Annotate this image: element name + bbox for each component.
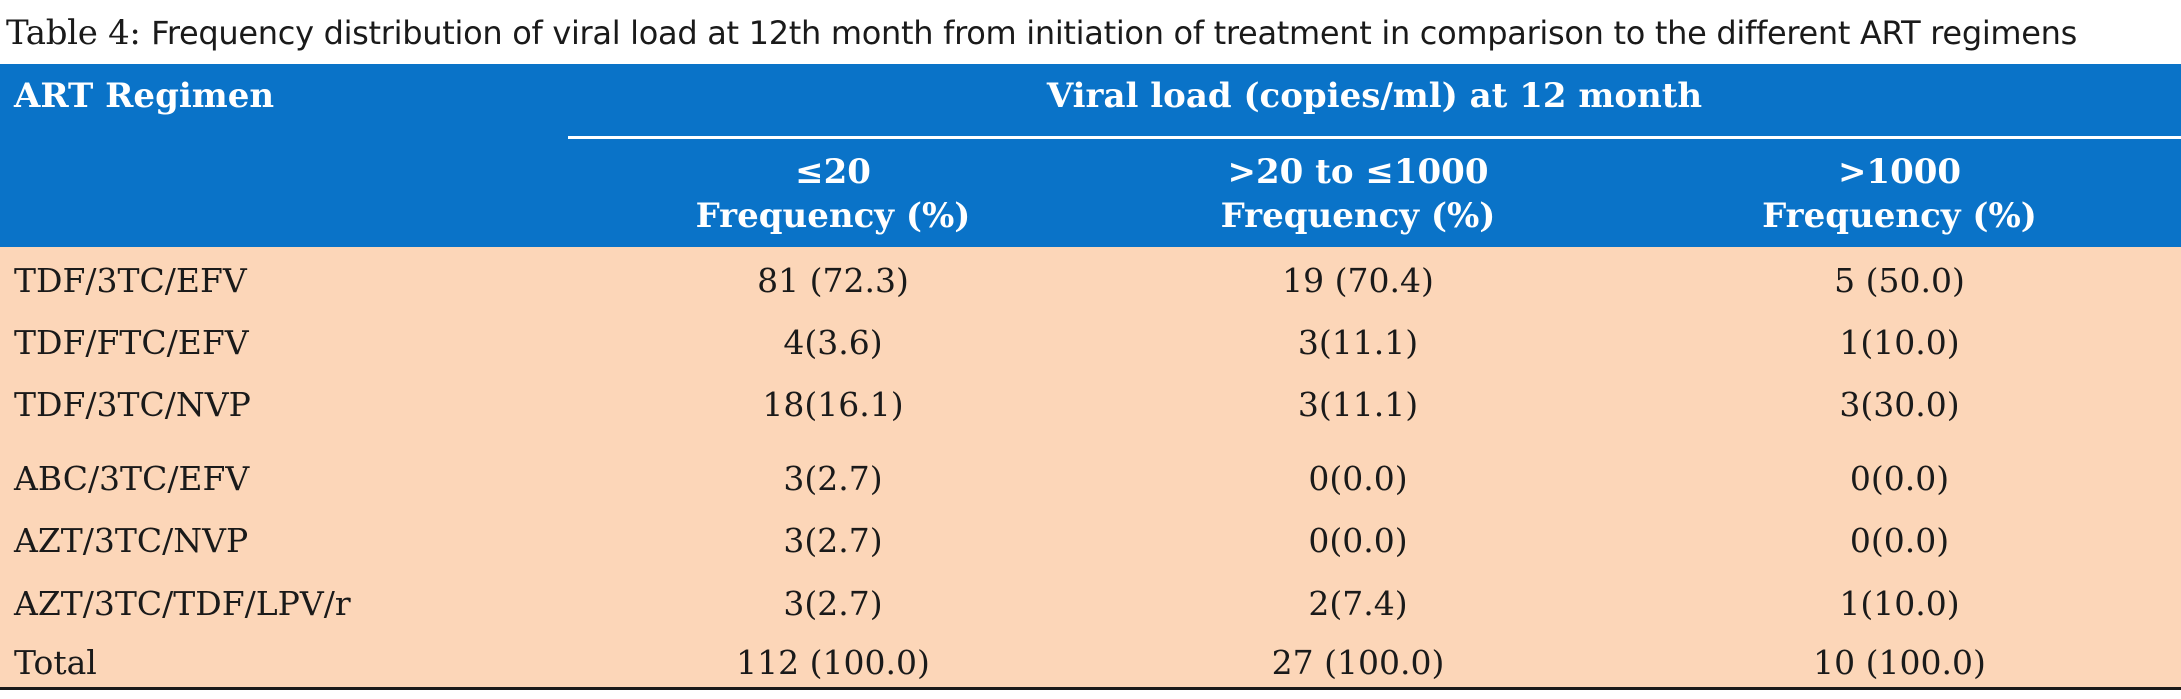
table-row: ABC/3TC/EFV 3(2.7) 0(0.0) 0(0.0) <box>0 449 2181 509</box>
value-cell: 2(7.4) <box>1308 584 1408 623</box>
table-row: AZT/3TC/TDF/LPV/r 3(2.7) 2(7.4) 1(10.0) <box>0 574 2181 634</box>
caption-text: Frequency distribution of viral load at … <box>151 14 2078 52</box>
column-range: >1000 <box>1837 152 1962 192</box>
value-cell: 0(0.0) <box>1849 521 1950 560</box>
regimen-cell: TDF/3TC/NVP <box>14 385 251 424</box>
value-cell: 3(2.7) <box>783 459 883 498</box>
column-header-2: >20 to ≤1000 Frequency (%) <box>1098 150 1618 238</box>
value-cell: 0(0.0) <box>1308 521 1408 560</box>
frequency-table: ART Regimen Viral load (copies/ml) at 12… <box>0 64 2181 687</box>
value-cell: 3(11.1) <box>1297 385 1419 424</box>
value-cell: 19 (70.4) <box>1282 261 1434 300</box>
caption-label: Table 4: <box>6 13 141 53</box>
table-bottom-rule <box>0 687 2181 690</box>
value-cell: 3(30.0) <box>1839 385 1960 424</box>
regimen-cell: AZT/3TC/NVP <box>14 521 249 560</box>
column-label: Frequency (%) <box>695 196 971 236</box>
table-row: TDF/3TC/NVP 18(16.1) 3(11.1) 3(30.0) <box>0 375 2181 435</box>
group-header-cell: Viral load (copies/ml) at 12 month <box>1046 76 1703 116</box>
value-cell: 3(2.7) <box>783 521 883 560</box>
column-range: >20 to ≤1000 <box>1227 152 1489 192</box>
value-cell: 3(11.1) <box>1297 323 1419 362</box>
value-cell: 5 (50.0) <box>1834 261 1965 300</box>
value-cell: 0(0.0) <box>1849 459 1950 498</box>
table-caption: Table 4: Frequency distribution of viral… <box>6 8 2176 60</box>
column-label: Frequency (%) <box>1762 196 2037 236</box>
value-cell: 27 (100.0) <box>1271 643 1445 682</box>
table-body: TDF/3TC/EFV 81 (72.3) 19 (70.4) 5 (50.0)… <box>0 247 2181 687</box>
value-cell: 81 (72.3) <box>757 261 909 300</box>
column-header-1: ≤20 Frequency (%) <box>568 150 1098 238</box>
value-cell: 10 (100.0) <box>1813 643 1986 682</box>
table-row: TDF/3TC/EFV 81 (72.3) 19 (70.4) 5 (50.0) <box>0 251 2181 311</box>
value-cell: 4(3.6) <box>783 323 883 362</box>
column-header-3: >1000 Frequency (%) <box>1618 150 2181 238</box>
regimen-cell: TDF/3TC/EFV <box>14 261 247 300</box>
table-row: TDF/FTC/EFV 4(3.6) 3(11.1) 1(10.0) <box>0 313 2181 373</box>
value-cell: 112 (100.0) <box>736 643 930 682</box>
row-header-cell: ART Regimen <box>14 76 275 116</box>
value-cell: 3(2.7) <box>783 584 883 623</box>
value-cell: 1(10.0) <box>1839 323 1960 362</box>
regimen-cell: TDF/FTC/EFV <box>14 323 249 362</box>
regimen-cell: AZT/3TC/TDF/LPV/r <box>14 584 351 623</box>
value-cell: 1(10.0) <box>1839 584 1960 623</box>
column-range: ≤20 <box>795 152 871 192</box>
value-cell: 0(0.0) <box>1308 459 1408 498</box>
regimen-cell: ABC/3TC/EFV <box>14 459 250 498</box>
table-header: ART Regimen Viral load (copies/ml) at 12… <box>0 64 2181 247</box>
header-divider <box>568 136 2181 139</box>
table-row-total: Total 112 (100.0) 27 (100.0) 10 (100.0) <box>0 633 2181 693</box>
column-label: Frequency (%) <box>1220 196 1496 236</box>
regimen-cell: Total <box>14 643 97 682</box>
value-cell: 18(16.1) <box>762 385 904 424</box>
table-row: AZT/3TC/NVP 3(2.7) 0(0.0) 0(0.0) <box>0 511 2181 571</box>
